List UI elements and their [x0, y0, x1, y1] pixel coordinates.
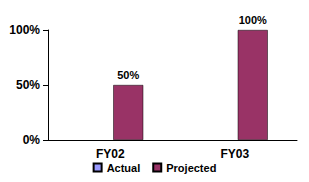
svg-text:100%: 100%	[239, 14, 267, 26]
svg-text:50%: 50%	[117, 69, 139, 81]
svg-text:Actual: Actual	[107, 162, 141, 174]
svg-text:Projected: Projected	[166, 162, 216, 174]
svg-text:FY03: FY03	[220, 147, 249, 161]
svg-text:50%: 50%	[16, 78, 40, 92]
svg-text:0%: 0%	[23, 133, 41, 147]
svg-text:FY02: FY02	[96, 147, 125, 161]
svg-text:100%: 100%	[9, 23, 40, 37]
